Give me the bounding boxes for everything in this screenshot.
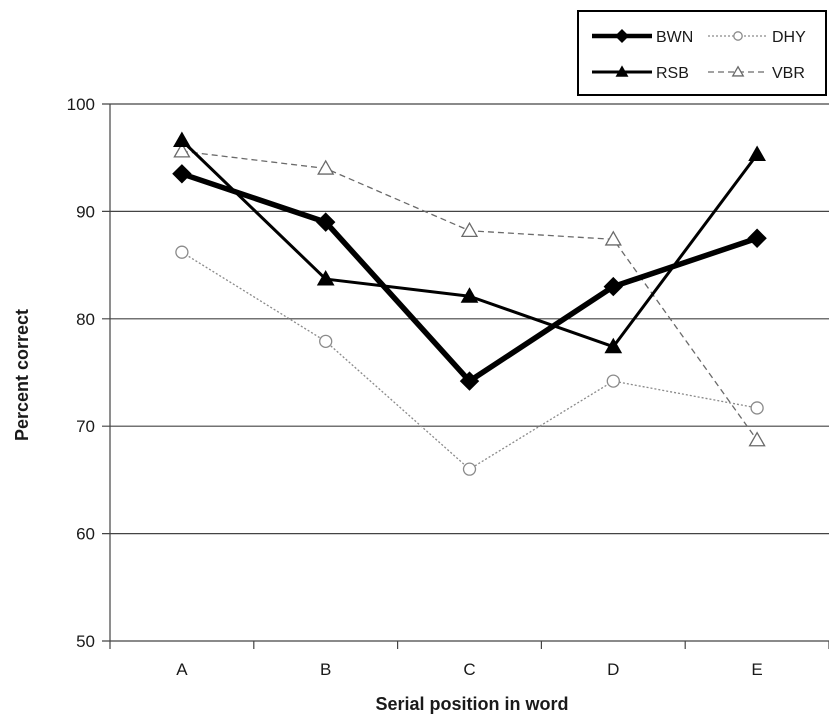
y-tick-label: 80 [76,310,95,329]
x-tick-label: A [176,660,188,679]
legend-item-rsb: RSB [592,65,689,82]
series-line-rsb [180,139,759,349]
data-point-bwn [459,371,480,391]
data-point-bwn [603,276,624,297]
x-tick-label: E [751,660,762,679]
data-point-rsb [173,131,191,148]
legend-label: DHY [772,29,806,46]
data-point-vbr [748,431,766,447]
y-tick-label: 100 [67,95,95,114]
series-rsb [173,131,766,354]
legend-label: BWN [656,29,693,46]
legend-label: VBR [772,65,805,82]
data-point-rsb [748,145,766,161]
y-tick-label: 70 [76,417,95,436]
y-tick-label: 90 [76,202,95,221]
data-point-dhy [606,374,620,388]
x-tick-label: B [320,660,331,679]
data-point-rsb [316,270,335,286]
series-line-dhy [181,251,758,470]
gridlines [102,103,829,642]
y-tick-label: 50 [76,632,95,651]
data-point-dhy [750,401,764,415]
data-point-bwn [172,164,192,184]
legend-item-vbr: VBR [708,65,805,82]
data-point-rsb [604,337,623,354]
series-dhy [175,245,764,476]
x-tick-label: C [463,660,475,679]
legend-marker [733,31,743,41]
series-vbr [173,142,766,447]
data-point-bwn [747,228,767,248]
x-tick-label: D [607,660,619,679]
legend-marker [615,65,629,77]
data-point-dhy [319,334,333,349]
y-tick-label: 60 [76,525,95,544]
data-point-vbr [173,142,191,158]
legend-marker [731,65,745,77]
data-point-vbr [604,230,622,246]
axes [109,104,829,649]
series-line-bwn [181,171,758,384]
legend-item-dhy: DHY [708,29,806,46]
tick-labels: 50 60 70 80 90 100 A B C D E [67,95,763,679]
data-point-rsb [460,287,479,303]
data-point-dhy [462,462,477,476]
series-bwn [172,164,767,391]
data-point-bwn [315,212,336,232]
legend-marker [614,28,630,44]
data-point-dhy [175,245,189,259]
legend-label: RSB [656,65,689,82]
legend-box [577,10,827,96]
series [172,131,767,476]
data-point-vbr [460,221,479,238]
legend-item-bwn: BWN [592,28,693,46]
data-point-vbr [317,159,335,175]
legend: BWN DHY RSB VBR [577,10,827,96]
x-axis-title: Serial position in word [375,694,568,714]
y-axis-title: Percent correct [12,309,32,441]
